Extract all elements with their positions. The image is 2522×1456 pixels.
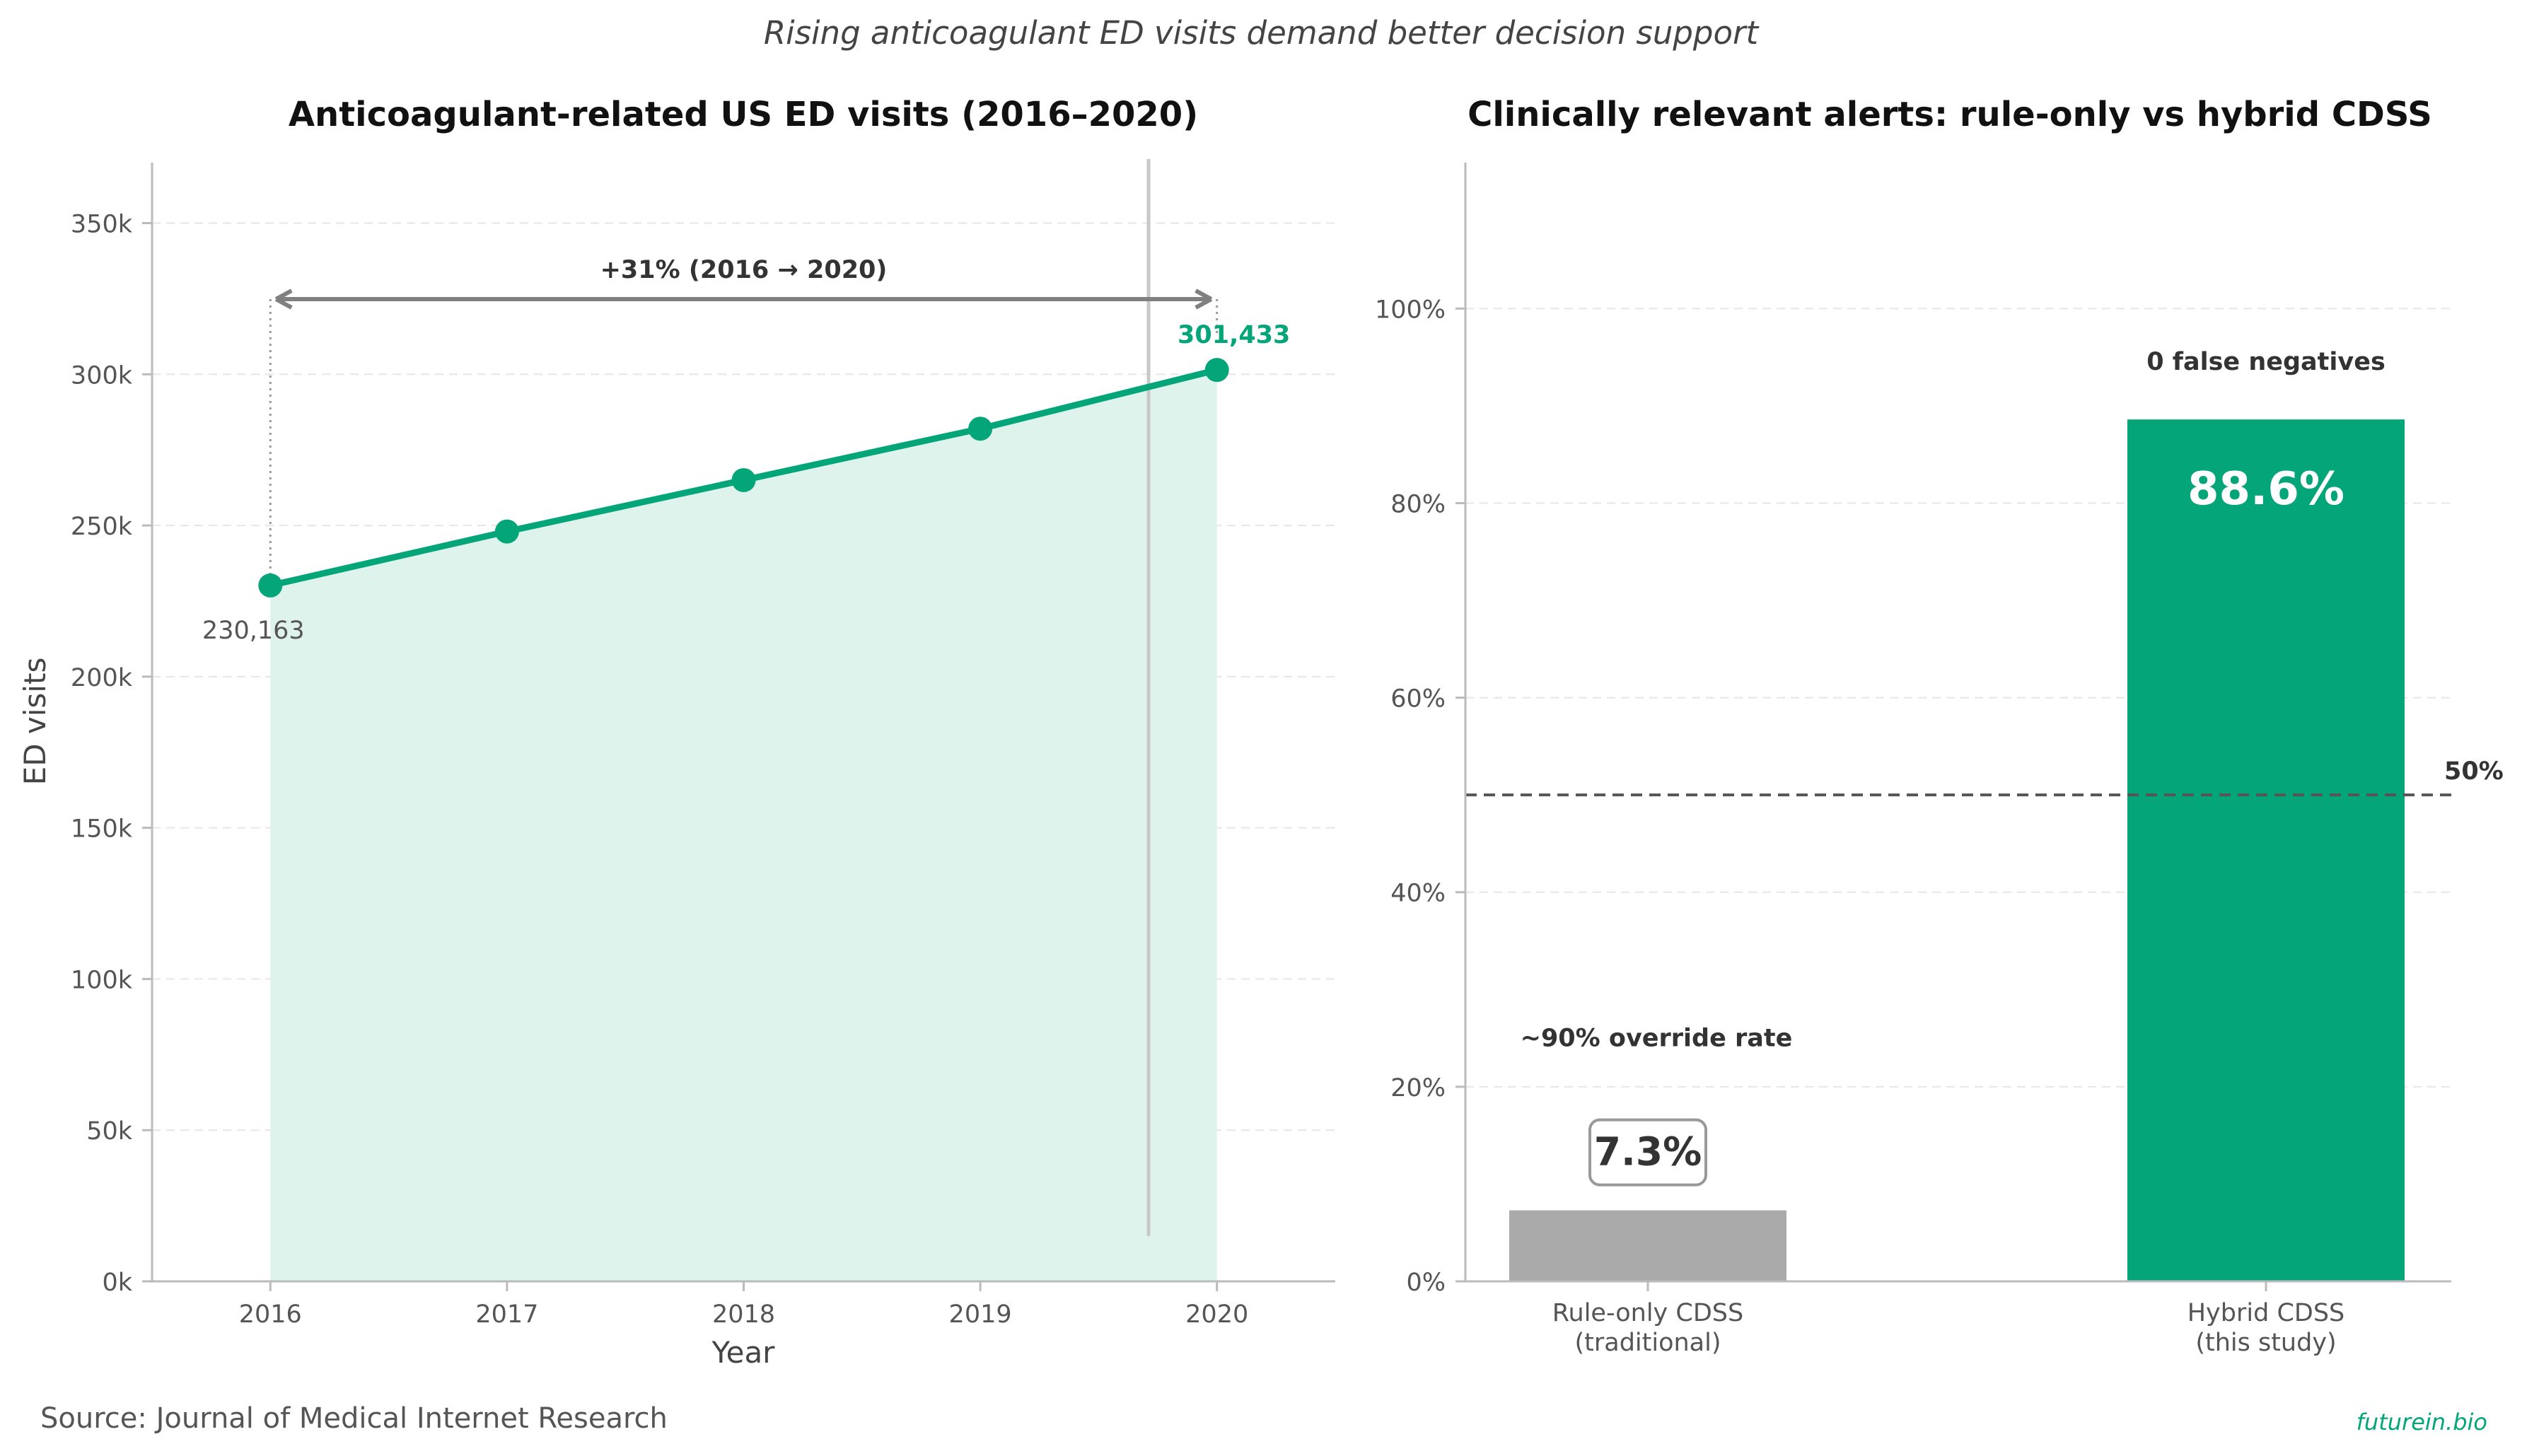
line-chart-x-axis: 2016 2017 2018 2019 2020 [239,1281,1248,1329]
figure-suptitle: Rising anticoagulant ED visits demand be… [764,14,1760,52]
change-arrow-head-right [1195,289,1213,310]
y-tick-label: 0k [102,1269,132,1297]
y-tick-label: 80% [1390,490,1446,518]
bar-chart-title: Clinically relevant alerts: rule-only vs… [1468,95,2432,134]
value-label-box [1588,1118,1707,1187]
bar-chart-x-axis: Rule-only CDSS(traditional) Hybrid CDSS(t… [1552,1281,2344,1357]
bar-chart-bars: 7.3% 88.6% ~90% override rate 0 false negat… [1509,348,2405,1282]
source-note: Source: Journal of Medical Internet Rese… [40,1402,668,1435]
line-chart-title: Anticoagulant-related US ED visits (2016… [289,95,1198,134]
line-chart-area [270,370,1217,1282]
bar-chart-panel: Clinically relevant alerts: rule-only vs… [1375,95,2504,1357]
line-chart-y-axis: 0k 50k 100k 150k 200k 250k 300k 350k [71,211,152,1297]
x-tick-label: 2019 [949,1300,1012,1329]
y-tick-label: 20% [1390,1074,1446,1102]
x-tick-label: (this study) [2195,1329,2336,1357]
change-arrow-head-left [274,289,293,310]
data-point [258,573,283,598]
y-tick-label: 200k [71,664,133,692]
x-tick-label: Rule-only CDSS [1552,1299,1743,1327]
bar [2127,419,2405,1282]
data-point [731,467,756,492]
y-tick-label: 350k [71,211,133,239]
line-chart-x-label: Year [711,1335,776,1370]
reference-line-group: 50% [1465,757,2504,797]
y-tick-label: 60% [1390,685,1446,714]
x-tick-label: Hybrid CDSS [2187,1299,2345,1327]
value-label: 88.6% [2187,463,2344,516]
bar [1509,1210,1786,1281]
data-point [494,519,519,544]
y-tick-label: 100% [1375,296,1446,324]
x-tick-label: 2016 [239,1300,302,1329]
reference-line-label: 50% [2444,757,2504,786]
x-tick-label: 2017 [475,1300,538,1329]
data-point [1204,358,1229,383]
y-tick-label: 150k [71,815,133,844]
line-chart-annotations: +31% (2016 → 2020) 230,163 301,433 [202,256,1290,645]
y-tick-label: 100k [71,966,133,994]
y-tick-label: 0% [1406,1269,1446,1297]
change-label: +31% (2016 → 2020) [600,256,888,284]
y-tick-label: 250k [71,513,133,541]
bar-note: ~90% override rate [1521,1025,1793,1053]
line-chart-panel: Anticoagulant-related US ED visits (2016… [18,95,1335,1370]
watermark: futurein.bio [2357,1409,2487,1435]
value-label: 7.3% [1594,1129,1702,1175]
bar-note: 0 false negatives [2146,348,2386,376]
x-tick-label: 2020 [1185,1300,1248,1329]
y-tick-label: 40% [1390,880,1446,908]
data-point [968,417,993,441]
x-tick-label: (traditional) [1574,1329,1721,1357]
x-tick-label: 2018 [712,1300,775,1329]
line-chart-y-label: ED visits [18,658,52,786]
end-value-label: 301,433 [1178,321,1290,349]
series-points [258,358,1229,598]
start-value-label: 230,163 [202,617,305,645]
y-tick-label: 50k [86,1117,133,1146]
y-tick-label: 300k [71,361,133,390]
bar-chart-y-axis: 0% 20% 40% 60% 80% 100% [1375,296,1465,1297]
